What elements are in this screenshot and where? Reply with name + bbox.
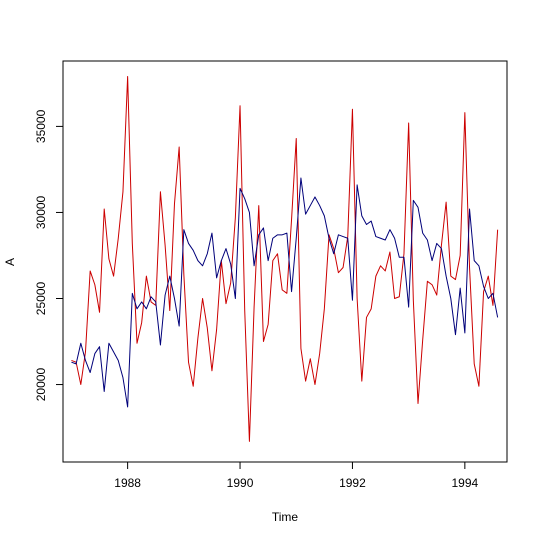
x-axis: 1988 1990 1992 1994: [114, 461, 479, 490]
y-tick-label: 30000: [34, 195, 48, 229]
x-axis-title: Time: [272, 510, 299, 524]
x-tick-label: 1988: [114, 476, 141, 490]
y-tick-label: 25000: [34, 281, 48, 315]
x-tick-label: 1994: [451, 476, 478, 490]
series-line-2: [71, 177, 499, 408]
series-line-1: [71, 75, 499, 442]
plot-area-frame: [62, 60, 508, 463]
y-axis-title: A: [3, 258, 17, 266]
series-layer: [71, 75, 499, 442]
y-axis: 20000 25000 30000 35000: [34, 109, 64, 402]
x-tick-label: 1992: [339, 476, 366, 490]
y-tick-label: 35000: [34, 109, 48, 143]
y-tick-label: 20000: [34, 368, 48, 402]
x-tick-label: 1990: [227, 476, 254, 490]
